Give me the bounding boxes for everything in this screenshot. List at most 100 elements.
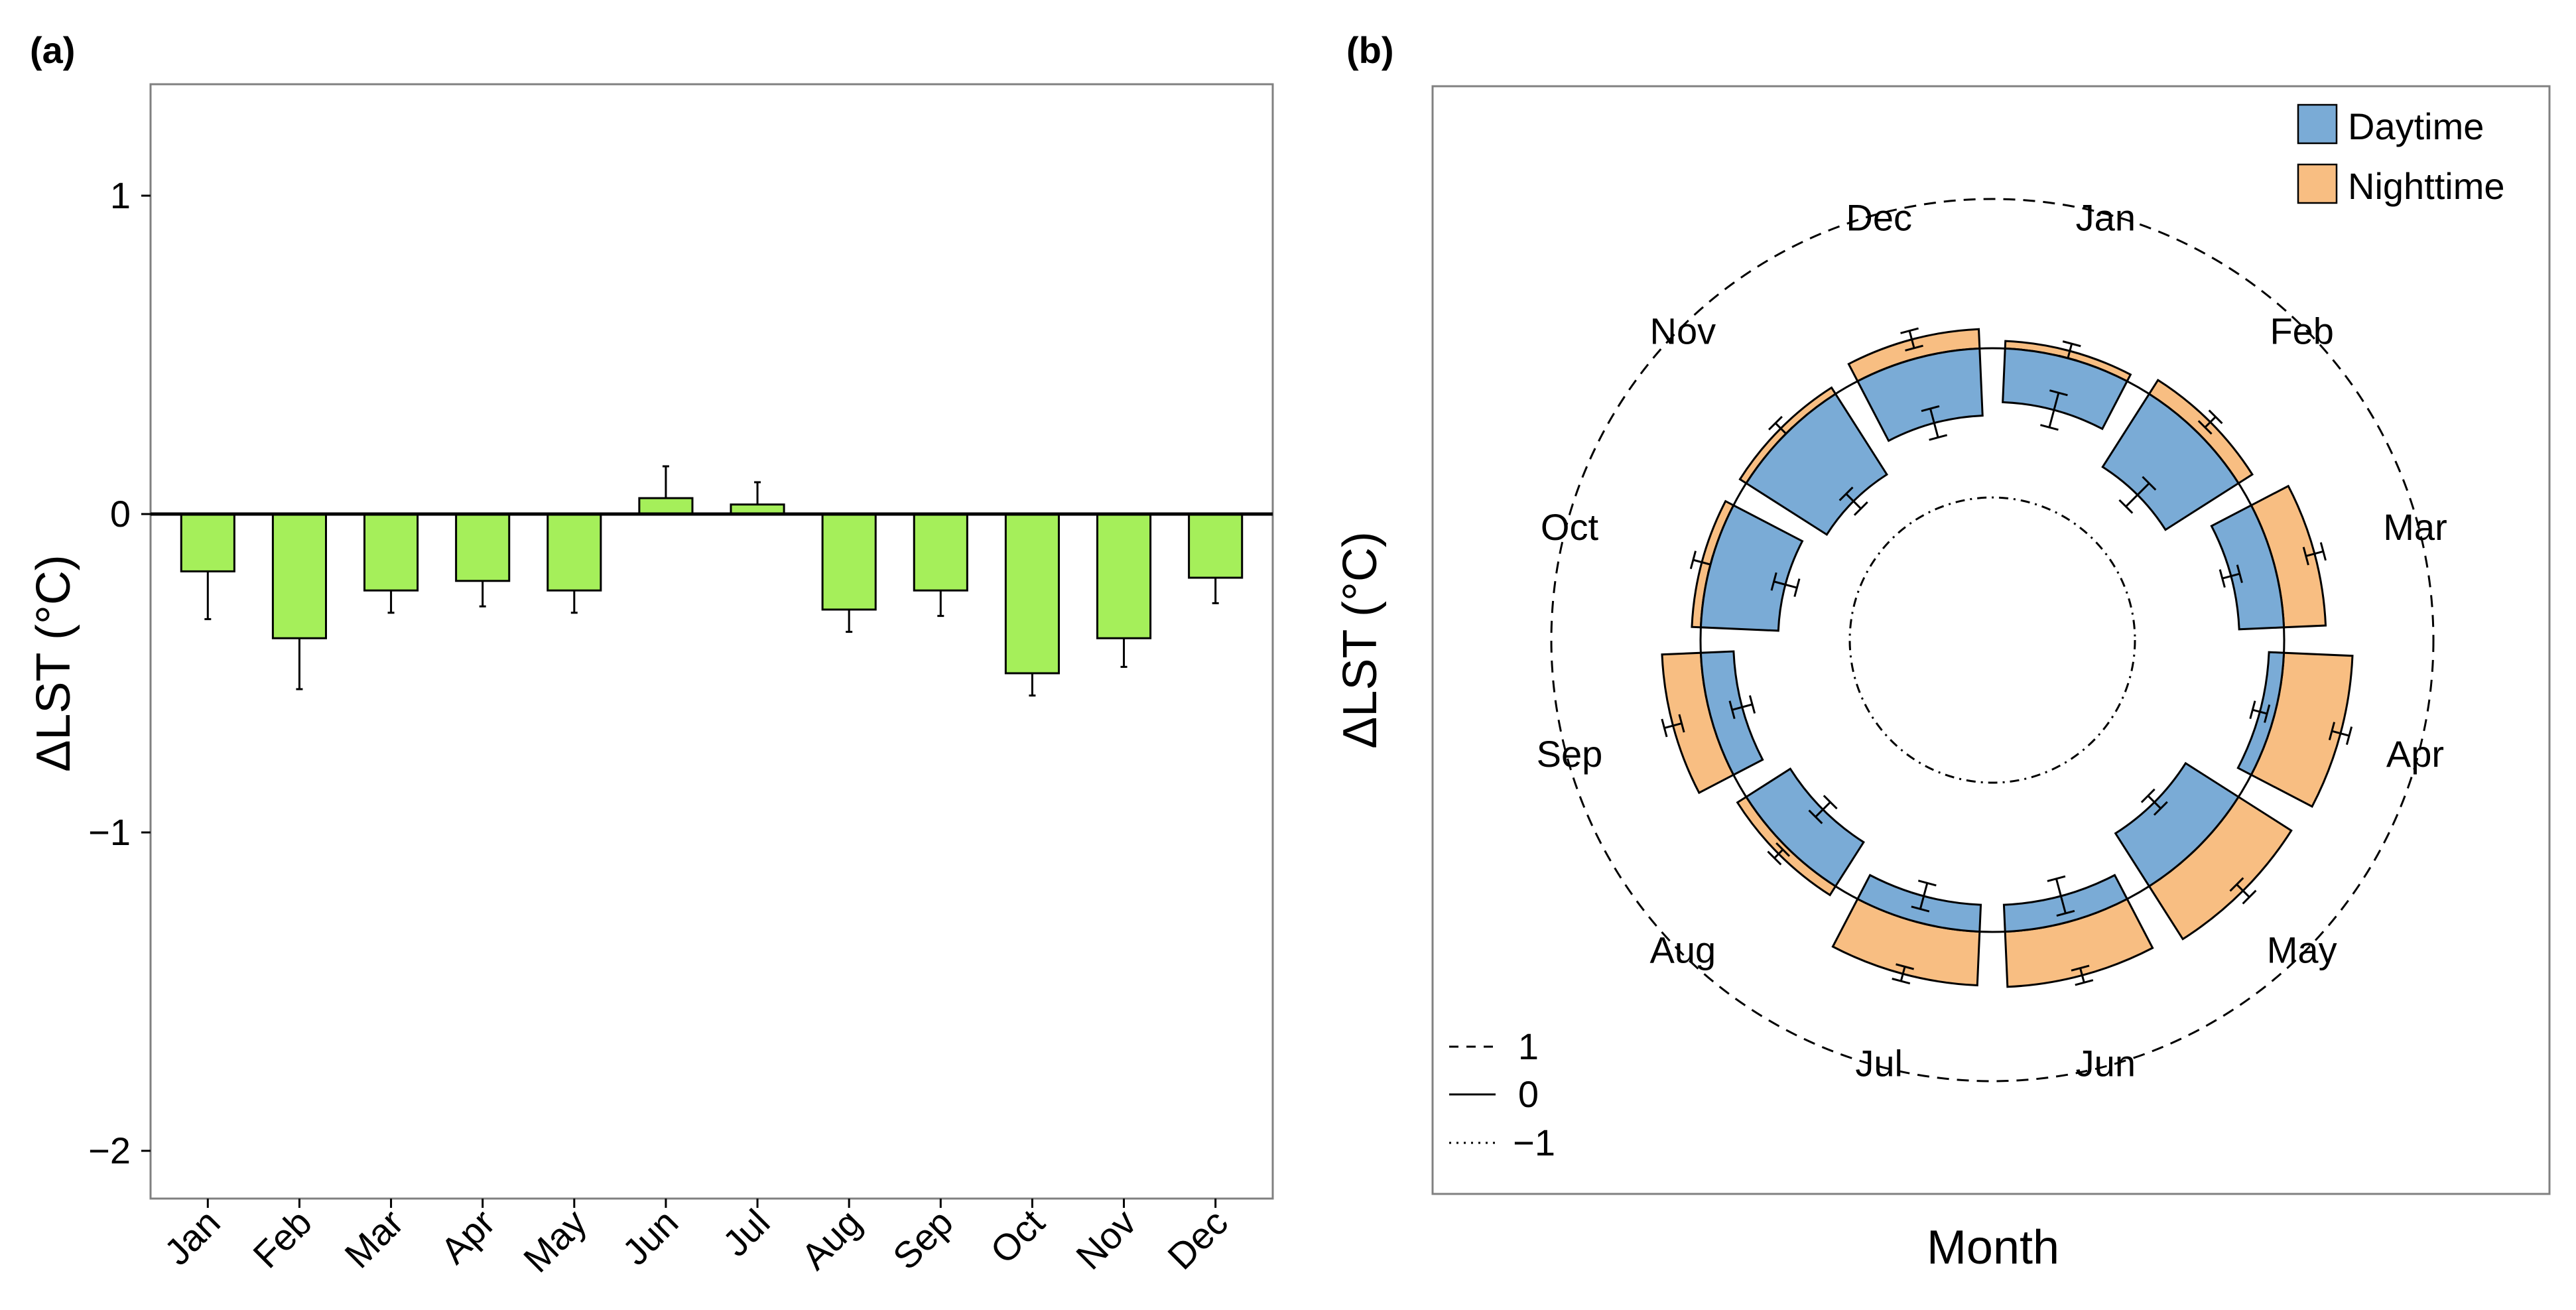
- error-cap-nighttime: [2328, 722, 2336, 741]
- error-cap-nighttime: [1775, 842, 1791, 857]
- error-cap-nighttime: [1896, 963, 1914, 970]
- error-bar-daytime: [1815, 801, 1831, 818]
- error-bar-nighttime: [2236, 884, 2250, 898]
- panel-a-label: (a): [30, 29, 75, 71]
- panel-b-label: (b): [1346, 29, 1394, 71]
- error-cap-daytime: [1853, 501, 1868, 516]
- bar: [913, 513, 968, 592]
- error-cap-daytime: [1728, 700, 1736, 720]
- error-bar-daytime: [1919, 882, 1929, 909]
- panel-a-x-ticks: Jan Feb Mar Apr May Jun Jul Aug Sep Oct Nov Dec: [156, 1199, 1236, 1280]
- error-cap-daytime: [2049, 389, 2068, 397]
- error-cap-daytime: [2056, 909, 2075, 917]
- bar: [638, 497, 694, 515]
- x-tick-label: May: [515, 1201, 594, 1280]
- error-cap-daytime: [2219, 569, 2226, 588]
- error-cap-nighttime: [2345, 726, 2353, 746]
- error-bar-nighttime: [2079, 968, 2085, 983]
- bar-daytime: [2002, 347, 2129, 430]
- error-cap-nighttime: [1707, 555, 1714, 574]
- error-cap-daytime: [1917, 880, 1937, 887]
- bar-daytime: [2101, 392, 2240, 531]
- month-label: Jan: [2076, 196, 2136, 238]
- panel-b: (b) ΔLST (°C) Month Jan Feb Mar Apr May Jun Ju…: [1334, 29, 2551, 1274]
- error-cap-nighttime: [1778, 426, 1793, 441]
- x-tick-label: Apr: [432, 1201, 503, 1272]
- error-cap-nighttime: [2075, 979, 2094, 986]
- panel-b-bars: [1661, 328, 2354, 988]
- error-cap-daytime: [2236, 564, 2243, 584]
- panel-b-reference-circles: [1550, 198, 2435, 1082]
- error-cap-daytime: [1808, 809, 1823, 824]
- panel-b-error-bars: [1661, 327, 2353, 986]
- legend-label-circle-0: 0: [1518, 1073, 1539, 1115]
- month-label: Sep: [1537, 733, 1603, 775]
- error-cap-nighttime: [1768, 416, 1783, 430]
- y-tick-label: 0: [110, 493, 131, 535]
- bar: [271, 513, 328, 639]
- error-bar-daytime: [2147, 795, 2161, 809]
- panel-b-x-axis-label: Month: [1927, 1221, 2059, 1274]
- error-bar-daytime: [2048, 392, 2060, 428]
- error-cap-nighttime: [2208, 409, 2223, 425]
- panel-b-y-axis-label: ΔLST (°C): [1334, 531, 1387, 749]
- error-cap-nighttime: [1892, 978, 1911, 985]
- error-cap-nighttime: [2242, 889, 2257, 905]
- error-cap-daytime: [2118, 499, 2134, 514]
- legend-label-daytime: Daytime: [2348, 105, 2484, 147]
- error-bar-daytime: [1773, 580, 1797, 589]
- error-bar-nighttime: [1774, 422, 1787, 434]
- x-tick-label: Sep: [885, 1201, 961, 1277]
- month-label: Nov: [1650, 310, 1716, 352]
- x-tick-label: Feb: [245, 1201, 320, 1276]
- error-cap-daytime: [1793, 578, 1801, 597]
- panel-b-month-labels: Jan Feb Mar Apr May Jun Jul Aug Sep Oct Nov Dec: [1537, 196, 2447, 1084]
- error-cap-nighttime: [2062, 340, 2081, 348]
- bar: [455, 513, 511, 582]
- bar: [547, 513, 602, 592]
- error-cap-nighttime: [1678, 714, 1685, 733]
- error-cap-daytime: [1823, 795, 1838, 810]
- error-bar-nighttime: [1693, 558, 1711, 566]
- error-bar-daytime: [2222, 572, 2240, 580]
- error-cap-daytime: [2047, 875, 2066, 882]
- bar-daytime: [1744, 392, 1889, 537]
- panel-b-frame: [1431, 85, 2551, 1195]
- panel-b-legend: Daytime Nighttime: [2297, 103, 2505, 207]
- error-cap-daytime: [2040, 424, 2059, 431]
- y-tick-label: −2: [88, 1130, 131, 1171]
- error-bar-nighttime: [2305, 550, 2324, 557]
- bar: [1188, 513, 1244, 579]
- bar-daytime: [1744, 767, 1865, 888]
- x-tick-label: Jan: [156, 1201, 227, 1273]
- error-bar-nighttime: [1900, 966, 1906, 982]
- panel-a-y-axis-label: ΔLST (°C): [27, 555, 80, 772]
- error-cap-nighttime: [2319, 542, 2327, 561]
- bar: [363, 513, 419, 592]
- reference-circle: [1848, 496, 2136, 784]
- error-bar-daytime: [1929, 408, 1939, 438]
- error-cap-daytime: [2153, 801, 2168, 816]
- panel-a-bars: [180, 497, 1244, 675]
- error-bar-nighttime: [2331, 730, 2350, 737]
- month-label: Jul: [1855, 1043, 1903, 1084]
- error-cap-daytime: [1929, 434, 1948, 441]
- month-label: Apr: [2386, 733, 2444, 775]
- panel-a-frame: [149, 83, 1274, 1200]
- y-tick-label: −1: [88, 811, 131, 853]
- legend-swatch-nighttime: [2297, 163, 2338, 204]
- error-cap-daytime: [1770, 572, 1777, 591]
- legend-label-nighttime: Nighttime: [2348, 165, 2505, 207]
- legend-swatch-daytime: [2297, 103, 2338, 145]
- error-bar-daytime: [1845, 493, 1862, 509]
- error-bar-daytime: [2125, 482, 2150, 507]
- bar-daytime: [1856, 874, 1982, 933]
- error-cap-nighttime: [2071, 964, 2090, 972]
- bar: [1096, 513, 1152, 639]
- error-cap-nighttime: [1661, 718, 1668, 738]
- panel-b-line-legend: 1 0 −1: [1449, 1025, 1555, 1163]
- error-cap-daytime: [1911, 905, 1930, 913]
- bar: [821, 513, 877, 611]
- error-bar-nighttime: [1908, 330, 1915, 349]
